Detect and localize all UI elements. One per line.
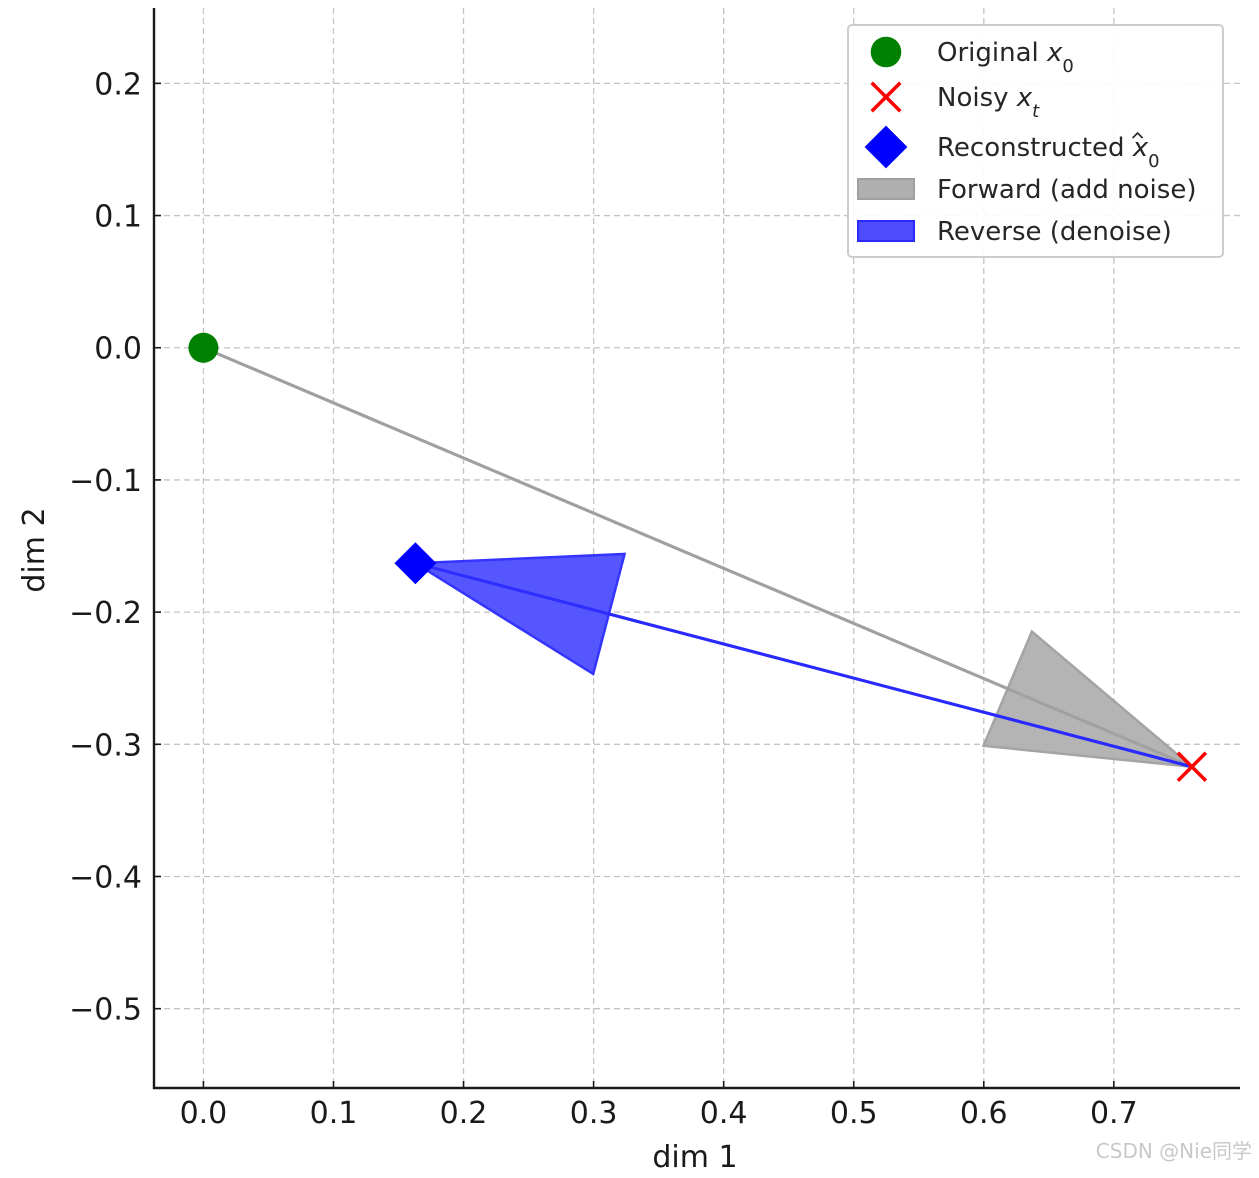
legend-original-marker	[870, 36, 902, 68]
y-tick-label: 0.0	[94, 332, 142, 367]
y-tick-label: −0.2	[69, 596, 142, 631]
legend-noisy-marker	[870, 81, 902, 113]
noisy-marker-stroke-b	[1176, 751, 1208, 783]
x-tick-label: 0.6	[960, 1096, 1008, 1131]
legend-noisy-marker-stroke-b	[870, 81, 902, 113]
markers	[188, 332, 1208, 783]
forward-arrow-head	[981, 629, 1196, 769]
legend-noisy-subscript: t	[1032, 101, 1040, 122]
x-tick-label: 0.1	[310, 1096, 358, 1131]
x-tick-label: 0.3	[570, 1096, 618, 1131]
noisy-marker	[1176, 751, 1208, 783]
legend-box	[847, 24, 1224, 258]
legend-reconstructed-subscript: 0	[1148, 151, 1159, 172]
legend-noisy-math: x	[1016, 83, 1033, 113]
x-tick-label: 0.5	[830, 1096, 878, 1131]
reconstructed-marker	[394, 542, 437, 585]
legend-original-subscript: 0	[1062, 56, 1073, 77]
legend-reconstructed-math: x	[1132, 133, 1149, 163]
legend-item-forward: Forward (add noise)	[857, 175, 1196, 205]
forward-arrow-shaft-overlay	[202, 346, 1193, 769]
legend-hat-accent	[1132, 131, 1144, 139]
axes	[152, 8, 1240, 1090]
forward-arrow	[202, 346, 1196, 769]
legend-reverse-swatch	[857, 220, 915, 242]
watermark-text: CSDN @Nie同学	[1096, 1139, 1252, 1163]
y-tick-label: 0.2	[94, 67, 142, 102]
reverse-arrow	[411, 552, 1193, 769]
x-axis-label: dim 1	[652, 1140, 737, 1173]
y-tick-label: −0.5	[69, 993, 142, 1028]
y-tick-label: −0.3	[69, 728, 142, 763]
legend-item-reverse: Reverse (denoise)	[857, 217, 1172, 247]
x-tick-label: 0.4	[700, 1096, 748, 1131]
legend-original-math: x	[1046, 38, 1063, 68]
legend-forward-label: Forward (add noise)	[937, 175, 1196, 205]
arrows	[202, 346, 1196, 769]
legend-reverse-label: Reverse (denoise)	[937, 217, 1172, 247]
original-marker	[188, 332, 219, 363]
x-tick-label: 0.2	[440, 1096, 488, 1131]
y-tick-label: −0.4	[69, 860, 142, 895]
y-axis-label: dim 2	[17, 507, 52, 592]
x-tick-label: 0.7	[1090, 1096, 1138, 1131]
x-tick-label: 0.0	[180, 1096, 228, 1131]
legend-forward-swatch	[857, 178, 915, 200]
legend-reconstructed-marker	[864, 125, 908, 169]
tick-labels: 0.0 0.1 0.2 0.3 0.4 0.5 0.6 0.7 0.2 0.1 0.0 −0.1 −0.…	[69, 67, 1138, 1131]
y-tick-label: 0.1	[94, 200, 142, 235]
y-tick-label: −0.1	[69, 464, 142, 499]
reverse-arrow-shaft-overlay	[415, 561, 1193, 769]
